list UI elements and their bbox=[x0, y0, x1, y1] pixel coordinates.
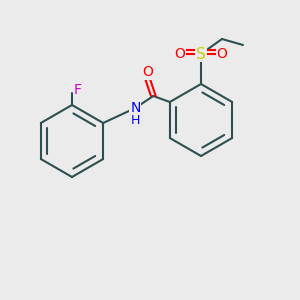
Text: S: S bbox=[196, 46, 206, 62]
Text: O: O bbox=[217, 47, 227, 61]
Text: F: F bbox=[74, 83, 82, 97]
Text: O: O bbox=[175, 47, 185, 61]
Text: O: O bbox=[142, 65, 153, 79]
Text: H: H bbox=[130, 113, 140, 127]
Text: N: N bbox=[130, 101, 140, 115]
